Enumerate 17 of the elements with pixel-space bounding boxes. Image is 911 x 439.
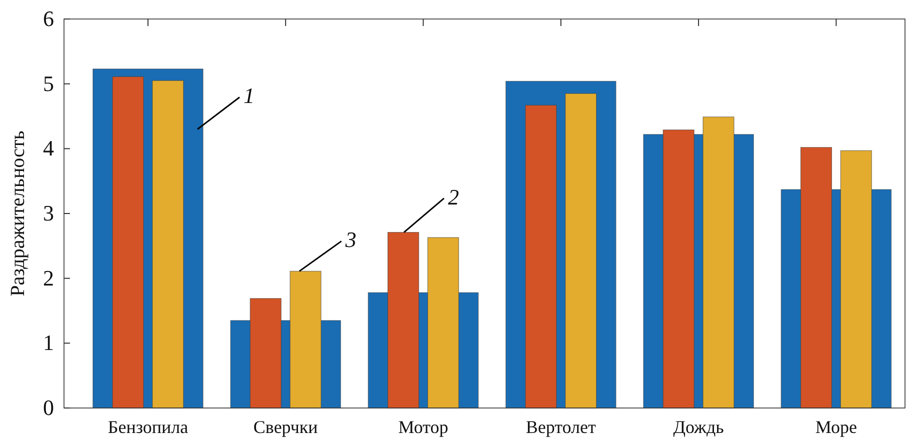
y-axis-title: Раздражительность <box>7 130 29 296</box>
y-tick-label: 2 <box>43 265 54 290</box>
series-label: 3 <box>344 227 356 252</box>
x-tick-label: Дождь <box>673 416 724 437</box>
x-tick-label: Сверчки <box>253 416 318 437</box>
x-tick-label: Море <box>815 416 857 437</box>
y-tick-label: 3 <box>43 200 54 226</box>
y-tick-label: 0 <box>43 395 54 420</box>
series-label: 1 <box>244 83 255 108</box>
y-tick-label: 6 <box>43 6 54 32</box>
y-tick-label: 1 <box>43 330 54 356</box>
x-tick-label: Вертолет <box>526 416 596 437</box>
x-tick-label: Мотор <box>398 416 448 437</box>
y-tick-label: 5 <box>43 70 54 96</box>
x-tick-label: Бензопила <box>108 416 188 437</box>
series-label: 2 <box>448 184 459 210</box>
y-tick-label: 4 <box>43 136 54 161</box>
